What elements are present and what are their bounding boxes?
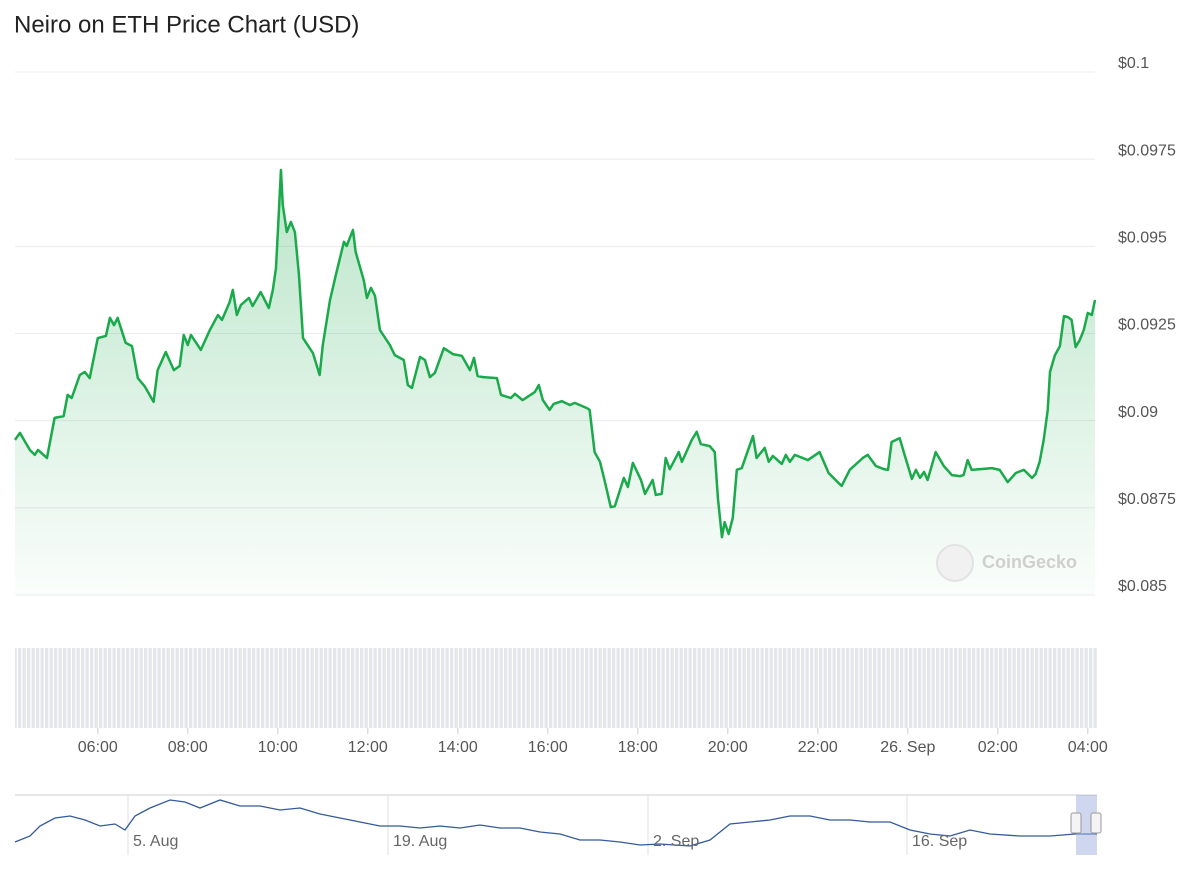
price-area (15, 169, 1095, 596)
price-line (13, 168, 1097, 539)
y-tick-label: $0.0875 (1118, 491, 1176, 508)
navigator-label: 19. Aug (393, 833, 447, 850)
x-tick-label: 26. Sep (880, 739, 935, 756)
navigator: 5. Aug 19. Aug 2. Sep 16. Sep (14, 794, 1102, 855)
x-tick-label: 04:00 (1068, 739, 1108, 756)
navigator-label: 5. Aug (133, 833, 178, 850)
y-tick-label: $0.0925 (1118, 317, 1176, 334)
y-tick-label: $0.09 (1118, 404, 1158, 421)
navigator-label: 2. Sep (653, 833, 699, 850)
y-tick-label: $0.0975 (1118, 142, 1176, 159)
x-tick-label: 02:00 (978, 739, 1018, 756)
navigator-selection[interactable] (1076, 795, 1097, 855)
x-tick-label: 06:00 (78, 739, 118, 756)
navigator-label: 16. Sep (912, 833, 967, 850)
x-tick-label: 14:00 (438, 739, 478, 756)
watermark-logo (936, 544, 974, 582)
watermark-text: CoinGecko (982, 552, 1077, 572)
navigator-handle[interactable] (1090, 812, 1102, 834)
plot (13, 168, 1097, 596)
y-tick-label: $0.085 (1118, 578, 1167, 595)
x-tick-label: 10:00 (258, 739, 298, 756)
chart-title: Neiro on ETH Price Chart (USD) (14, 11, 359, 38)
volume-bars (15, 648, 1097, 728)
y-tick-label: $0.095 (1118, 230, 1167, 247)
x-tick-label: 08:00 (168, 739, 208, 756)
x-tick-label: 16:00 (528, 739, 568, 756)
x-tick-label: 12:00 (348, 739, 388, 756)
y-tick-label: $0.1 (1118, 55, 1149, 72)
x-tick-label: 20:00 (708, 739, 748, 756)
x-tick-label: 18:00 (618, 739, 658, 756)
navigator-handle[interactable] (1070, 812, 1082, 834)
x-tick-label: 22:00 (798, 739, 838, 756)
watermark: CoinGecko (936, 544, 1077, 582)
navigator-line (14, 799, 1097, 847)
